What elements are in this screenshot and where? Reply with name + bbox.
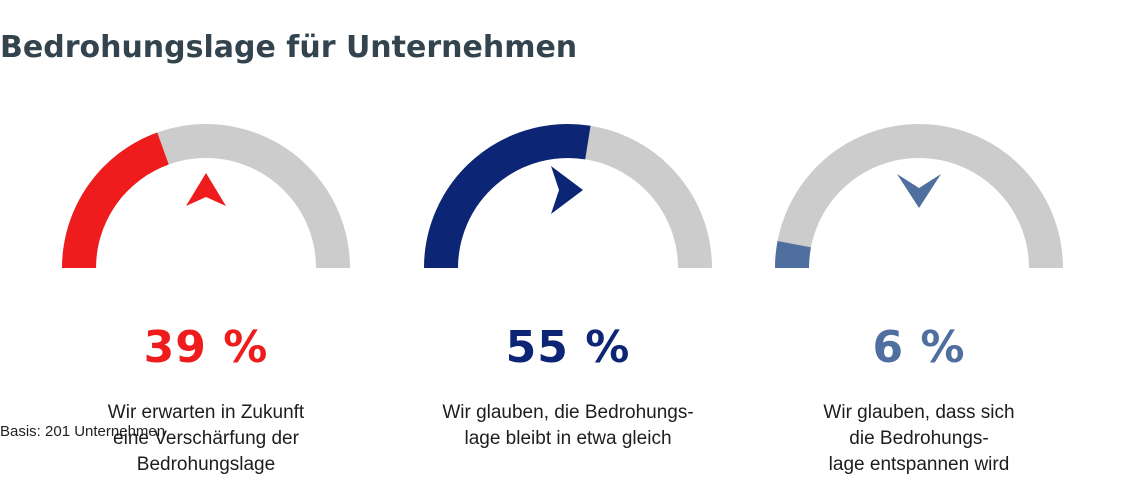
basis-note: Basis: 201 Unternehmen [0,423,166,440]
gauge-value-label: 55 % [505,322,631,373]
gauge-increase: 39 % Wir erwarten in Zukunft eine Versch… [46,110,366,475]
gauge-track [775,124,1063,269]
caption-line: eine Verschärfung der [113,428,299,449]
gauge-fill [424,124,591,269]
gauge-value-label: 39 % [143,322,269,373]
caption-line: die Bedrohungs- [849,428,989,449]
gauge-caption: Wir glauben, dass sich die Bedrohungs- l… [759,400,1079,478]
page-title: Bedrohungslage für Unternehmen [0,30,578,65]
gauge-chart [62,124,350,269]
caption-line: Wir erwarten in Zukunft [107,402,305,423]
gauge-fill [62,132,170,269]
caption-line: lage bleibt in etwa gleich [464,428,672,449]
gauge-chart [424,124,712,269]
arrow-right-icon [551,166,583,214]
caption-line: Bedrohungslage [136,454,276,475]
gauge-value-label: 6 % [872,322,966,373]
caption-line: Wir glauben, dass sich [823,402,1015,423]
arrow-up-icon [186,173,226,206]
gauge-decrease: 6 % Wir glauben, dass sich die Bedrohung… [759,110,1079,475]
gauge-caption: Wir glauben, die Bedrohungs- lage bleibt… [408,400,728,452]
gauge-fill [775,241,812,269]
caption-line: lage entspannen wird [828,454,1010,475]
arrow-down-icon [897,174,941,208]
caption-line: Wir glauben, die Bedrohungs- [442,402,694,423]
gauge-chart [775,124,1063,269]
gauge-same: 55 % Wir glauben, die Bedrohungs- lage b… [408,110,728,449]
